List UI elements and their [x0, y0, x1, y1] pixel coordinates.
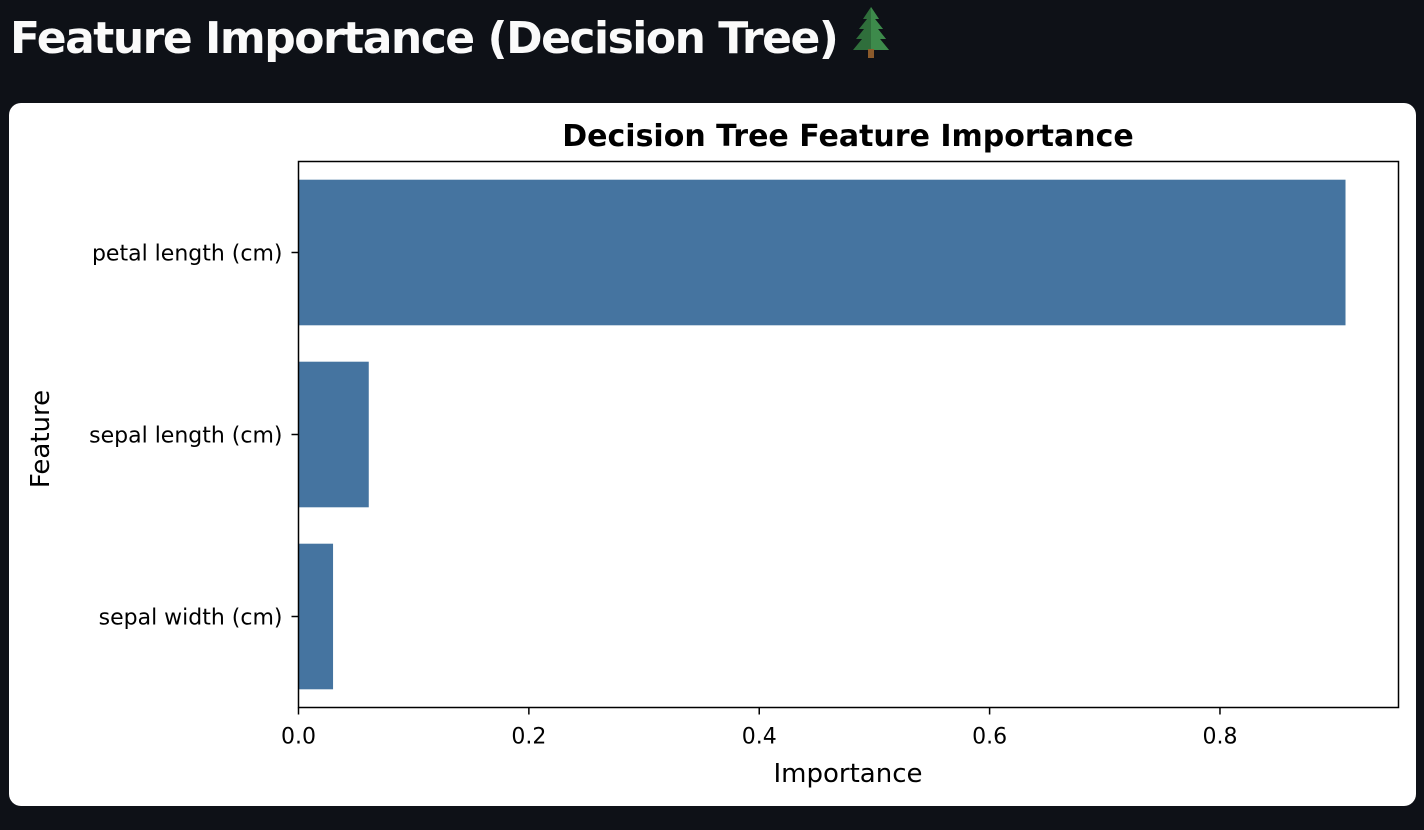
page-title-text: Feature Importance (Decision Tree) [10, 13, 839, 64]
x-axis-label: Importance [774, 759, 923, 789]
x-tick-label-0: 0.0 [281, 725, 316, 750]
y-tick-label-sepal-width-cm: sepal width (cm) [99, 606, 283, 631]
bar-petal-length-cm [298, 179, 1346, 326]
y-tick-label-sepal-length-cm: sepal length (cm) [89, 424, 282, 449]
chart-title: Decision Tree Feature Importance [562, 119, 1134, 154]
bar-sepal-width-cm [298, 543, 334, 690]
y-axis-label: Feature [26, 390, 56, 488]
x-tick-label-1: 0.2 [511, 725, 546, 750]
x-tick-label-3: 0.6 [972, 725, 1007, 750]
page-title: Feature Importance (Decision Tree) [10, 4, 891, 80]
bars-layer [298, 179, 1346, 690]
evergreen-tree-icon [851, 5, 891, 80]
x-tick-label-4: 0.8 [1202, 725, 1237, 750]
y-tick-label-petal-length-cm: petal length (cm) [92, 242, 283, 267]
x-tick-label-2: 0.4 [742, 725, 777, 750]
bar-sepal-length-cm [298, 361, 369, 508]
axis-layer: petal length (cm) sepal length (cm) sepal … [89, 242, 1237, 750]
